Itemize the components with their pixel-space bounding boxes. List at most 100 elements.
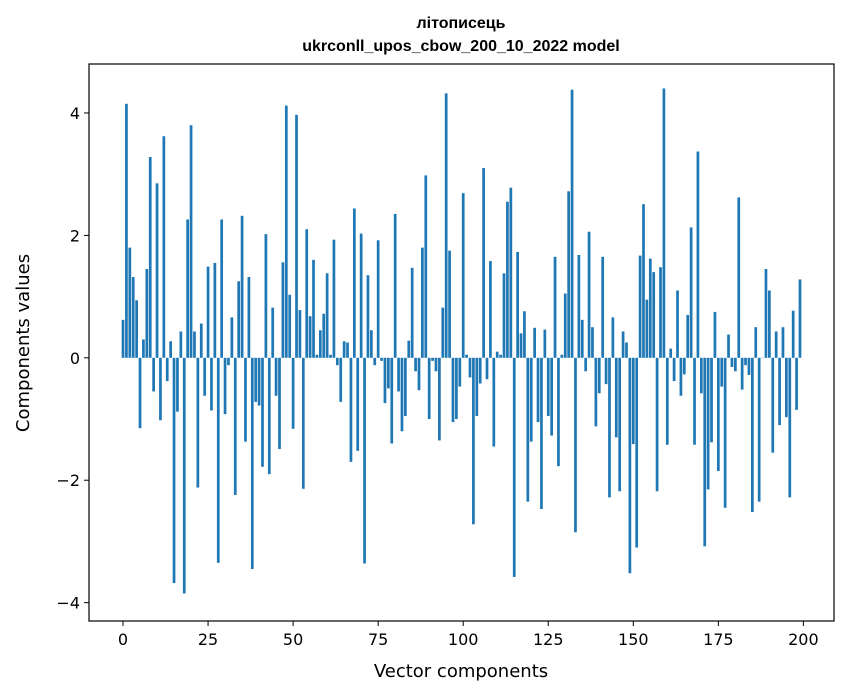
bar: [509, 187, 513, 358]
bar: [478, 357, 482, 384]
bar: [128, 247, 132, 358]
bar: [196, 357, 200, 488]
bar: [230, 317, 234, 358]
bar: [301, 357, 305, 489]
bar: [689, 227, 693, 358]
bar: [427, 357, 431, 420]
bar: [421, 247, 424, 358]
y-axis-ticks: −4 −2 0 2 4: [56, 104, 89, 613]
bar: [614, 357, 618, 438]
bar: [495, 351, 499, 358]
bar: [546, 357, 550, 416]
bar: [713, 311, 717, 358]
bar: [366, 275, 370, 358]
bar: [665, 357, 669, 445]
bar: [233, 357, 237, 495]
bar: [254, 357, 258, 402]
x-tick-label: 50: [283, 630, 303, 649]
bar: [536, 357, 540, 423]
bar: [264, 234, 268, 358]
y-tick-label: 4: [70, 104, 80, 123]
bar: [540, 357, 543, 509]
bar: [438, 357, 441, 441]
bar: [659, 267, 662, 358]
bar: [261, 357, 264, 467]
x-tick-label: 100: [448, 630, 479, 649]
bar: [682, 357, 686, 375]
bar: [757, 357, 761, 502]
bar: [305, 229, 309, 358]
bar: [210, 357, 213, 411]
bar: [169, 341, 172, 358]
bar: [563, 293, 567, 358]
bar: [213, 262, 217, 358]
bar: [591, 327, 594, 358]
chart-subtitle: ukrconll_upos_cbow_200_10_2022 model: [302, 38, 619, 55]
bar: [625, 342, 628, 358]
bar: [414, 357, 417, 372]
bar: [247, 277, 251, 358]
bar: [468, 357, 472, 378]
bar: [645, 299, 649, 358]
bar: [710, 357, 713, 443]
bar: [635, 357, 639, 548]
y-tick-label: −4: [56, 594, 80, 613]
bar: [125, 103, 128, 358]
bar: [322, 313, 326, 358]
bar: [318, 330, 322, 358]
x-tick-label: 150: [618, 630, 649, 649]
bar: [482, 168, 485, 358]
bar: [611, 317, 615, 358]
bar: [557, 357, 560, 467]
x-axis-label: Vector components: [374, 661, 548, 682]
bar: [135, 300, 138, 358]
bar: [455, 357, 458, 420]
bar: [312, 259, 315, 358]
bar: [570, 89, 574, 358]
bar: [764, 269, 768, 358]
bar: [390, 357, 394, 444]
bar: [693, 357, 696, 445]
bar: [346, 342, 349, 358]
bar: [199, 323, 203, 358]
bar: [516, 251, 519, 358]
bar: [237, 281, 241, 358]
bar: [397, 357, 400, 392]
bar: [526, 357, 530, 502]
bar: [733, 357, 737, 372]
bar: [179, 331, 183, 358]
bar: [744, 357, 747, 366]
bar: [404, 357, 407, 416]
bar: [584, 357, 588, 372]
bar: [148, 157, 152, 358]
bar: [489, 261, 492, 358]
bar: [441, 307, 445, 358]
bar: [227, 357, 230, 366]
bar: [754, 327, 758, 358]
bar: [189, 125, 193, 358]
bar: [638, 255, 642, 358]
bar: [203, 357, 207, 396]
bar: [424, 175, 428, 358]
bar: [369, 330, 373, 358]
bar: [332, 239, 336, 358]
y-tick-label: 2: [70, 226, 80, 245]
bar: [699, 357, 703, 394]
plot-frame: [88, 63, 835, 622]
bar: [444, 93, 448, 358]
bar: [349, 357, 353, 462]
x-tick-label: 125: [533, 630, 564, 649]
bar: [131, 277, 135, 358]
bar: [523, 311, 526, 358]
x-tick-label: 200: [788, 630, 819, 649]
bar: [553, 256, 557, 358]
bar: [407, 340, 411, 358]
bar: [206, 266, 210, 358]
bar: [172, 357, 176, 584]
bar: [652, 272, 656, 358]
bar: [393, 213, 397, 358]
bar: [798, 279, 802, 358]
bar: [492, 357, 496, 447]
bar: [737, 197, 741, 358]
bar: [410, 267, 414, 358]
